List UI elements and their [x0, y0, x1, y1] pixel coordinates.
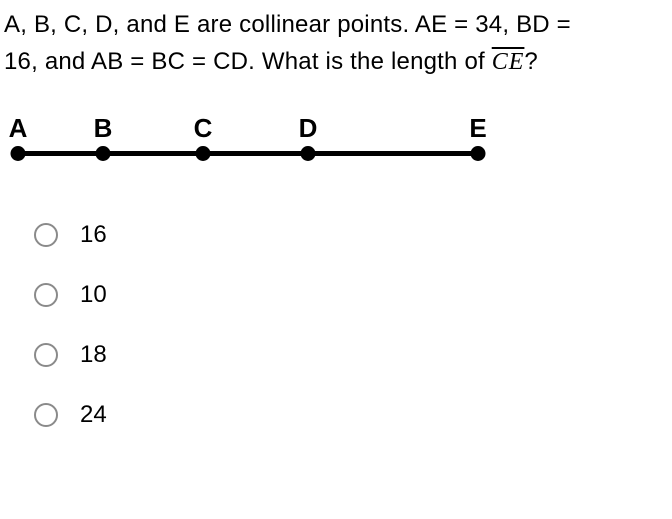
question-line1: A, B, C, D, and E are collinear points. …	[4, 11, 571, 38]
answer-options: 16 10 18 24	[4, 221, 668, 429]
question-text: A, B, C, D, and E are collinear points. …	[4, 6, 668, 81]
option-label: 10	[80, 281, 107, 309]
question-line2-pre: 16, and AB = BC = CD. What is the length…	[4, 48, 492, 75]
radio-icon	[34, 283, 58, 307]
radio-icon	[34, 343, 58, 367]
point-d	[301, 146, 316, 161]
point-label-d: D	[299, 113, 318, 144]
option-label: 18	[80, 341, 107, 369]
segment-line	[16, 151, 478, 156]
radio-icon	[34, 403, 58, 427]
option-1[interactable]: 10	[34, 281, 668, 309]
point-label-e: E	[469, 113, 486, 144]
segment-ce: CE	[492, 49, 525, 75]
option-3[interactable]: 24	[34, 401, 668, 429]
question-mark: ?	[524, 48, 538, 75]
point-e	[471, 146, 486, 161]
point-a	[11, 146, 26, 161]
point-label-a: A	[9, 113, 28, 144]
point-label-c: C	[194, 113, 213, 144]
radio-icon	[34, 223, 58, 247]
point-label-b: B	[94, 113, 113, 144]
point-c	[196, 146, 211, 161]
number-line-diagram: A B C D E	[8, 115, 488, 175]
option-label: 16	[80, 221, 107, 249]
option-2[interactable]: 18	[34, 341, 668, 369]
option-label: 24	[80, 401, 107, 429]
option-0[interactable]: 16	[34, 221, 668, 249]
point-b	[96, 146, 111, 161]
